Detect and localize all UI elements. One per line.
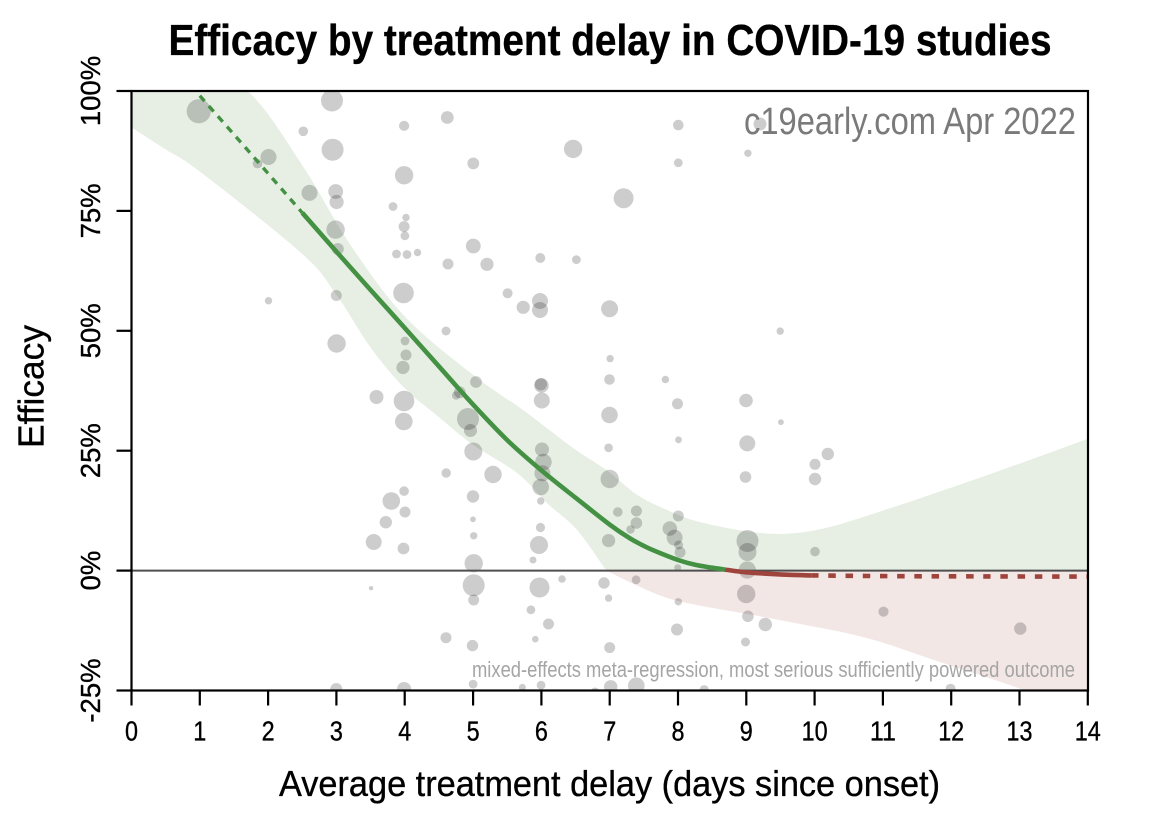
svg-text:8: 8 xyxy=(672,716,685,747)
svg-text:c19early.com Apr 2022: c19early.com Apr 2022 xyxy=(744,101,1076,143)
svg-text:3: 3 xyxy=(330,716,343,747)
svg-text:25%: 25% xyxy=(75,423,106,478)
svg-text:6: 6 xyxy=(535,716,548,747)
svg-text:2: 2 xyxy=(262,716,275,747)
svg-text:Efficacy by treatment delay in: Efficacy by treatment delay in COVID-19 … xyxy=(169,17,1052,65)
svg-text:0%: 0% xyxy=(75,551,106,591)
svg-text:0: 0 xyxy=(125,716,138,747)
svg-text:4: 4 xyxy=(398,716,411,747)
svg-text:13: 13 xyxy=(1007,716,1033,747)
svg-text:75%: 75% xyxy=(75,183,106,238)
svg-text:11: 11 xyxy=(870,716,896,747)
svg-text:10: 10 xyxy=(802,716,828,747)
svg-text:100%: 100% xyxy=(75,56,106,126)
svg-text:1: 1 xyxy=(193,716,206,747)
svg-text:14: 14 xyxy=(1075,716,1101,747)
svg-text:7: 7 xyxy=(603,716,616,747)
svg-text:5: 5 xyxy=(467,716,480,747)
svg-text:9: 9 xyxy=(740,716,753,747)
svg-text:50%: 50% xyxy=(75,303,106,358)
svg-text:12: 12 xyxy=(938,716,964,747)
svg-text:Average treatment delay (days: Average treatment delay (days since onse… xyxy=(279,763,940,804)
svg-text:Efficacy: Efficacy xyxy=(11,325,52,448)
svg-text:-25%: -25% xyxy=(75,658,106,722)
svg-text:mixed-effects meta-regression,: mixed-effects meta-regression, most seri… xyxy=(472,657,1075,682)
